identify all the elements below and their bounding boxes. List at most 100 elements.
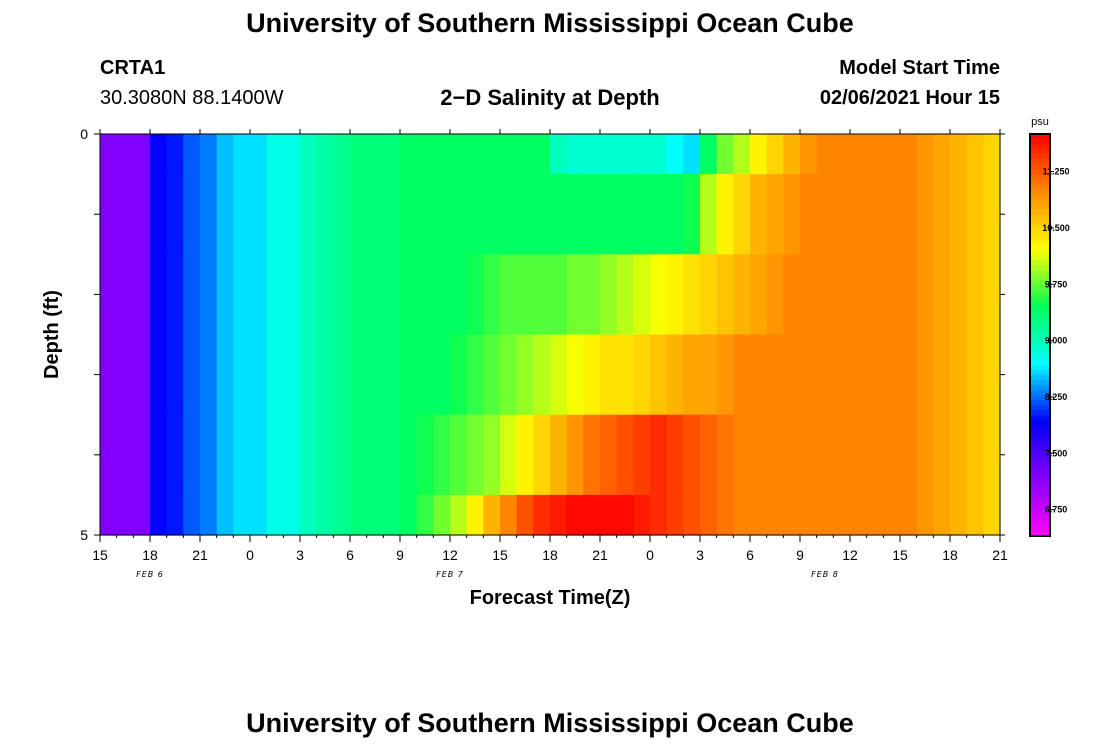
heatmap-cell	[383, 494, 401, 536]
colorbar-segment	[1030, 194, 1050, 200]
heatmap-cell	[183, 174, 201, 255]
x-tick-label: 15	[492, 547, 508, 563]
heatmap-cell	[466, 334, 484, 416]
heatmap-cell	[216, 494, 234, 536]
heatmap-cell	[700, 134, 718, 175]
colorbar-segment	[1030, 425, 1050, 432]
heatmap-cell	[216, 254, 234, 336]
heatmap-cell	[550, 174, 568, 255]
heatmap-cell	[783, 134, 801, 175]
heatmap-cell	[183, 414, 201, 496]
heatmap-cell	[133, 494, 151, 536]
colorbar-segment	[1030, 199, 1050, 205]
heatmap-cell	[100, 134, 118, 175]
colorbar-segment	[1030, 144, 1050, 150]
heatmap-cell	[683, 334, 701, 416]
heatmap-cell	[366, 254, 384, 336]
heatmap-cell	[683, 254, 701, 336]
heatmap-cell	[450, 134, 468, 175]
heatmap-cell	[133, 174, 151, 255]
y-axis-label: Depth (ft)	[41, 290, 63, 379]
heatmap-cell	[516, 494, 534, 536]
heatmap-cell	[466, 494, 484, 536]
heatmap-cell	[450, 414, 468, 496]
heatmap-cell	[666, 334, 684, 416]
x-axis-label: Forecast Time(Z)	[470, 587, 631, 609]
heatmap-cell	[316, 414, 334, 496]
x-tick-label: 0	[246, 547, 254, 563]
heatmap-cell	[533, 494, 551, 536]
colorbar-segment	[1030, 219, 1050, 226]
colorbar-segment	[1030, 239, 1050, 246]
heatmap-cell	[166, 334, 184, 416]
heatmap-cell	[633, 334, 651, 416]
heatmap-cell	[150, 334, 168, 416]
colorbar-segment	[1030, 395, 1050, 401]
heatmap-cell	[866, 494, 884, 536]
heatmap-cell	[833, 494, 851, 536]
heatmap-cell	[966, 134, 984, 175]
heatmap-cell	[550, 254, 568, 336]
heatmap-cell	[583, 334, 601, 416]
heatmap-cell	[666, 254, 684, 336]
heatmap-cell	[400, 494, 418, 536]
heatmap-cell	[833, 134, 851, 175]
heatmap-cell	[400, 334, 418, 416]
heatmap-cell	[983, 494, 1001, 536]
heatmap-cell	[116, 174, 134, 255]
x-tick-label: 0	[646, 547, 654, 563]
heatmap-cell	[566, 414, 584, 496]
heatmap-cell	[166, 174, 184, 255]
colorbar-segment	[1030, 530, 1050, 537]
heatmap-cell	[850, 174, 868, 255]
colorbar-segment	[1030, 490, 1050, 497]
heatmap-cell	[716, 254, 734, 336]
heatmap-cell	[600, 254, 618, 336]
heatmap-cell	[250, 254, 268, 336]
heatmap-cell	[866, 254, 884, 336]
colorbar-segment	[1030, 410, 1050, 417]
heatmap-cell	[850, 134, 868, 175]
heatmap-cell	[333, 414, 351, 496]
heatmap-cell	[666, 414, 684, 496]
heatmap-cell	[466, 174, 484, 255]
heatmap-cell	[150, 174, 168, 255]
heatmap-cell	[333, 494, 351, 536]
heatmap-cell	[400, 134, 418, 175]
heatmap-cell	[266, 414, 284, 496]
heatmap-cell	[166, 414, 184, 496]
heatmap-cell	[483, 134, 501, 175]
heatmap-cell	[766, 494, 784, 536]
heatmap-cell	[116, 494, 134, 536]
x-tick-label: 21	[992, 547, 1008, 563]
heatmap-cell	[133, 134, 151, 175]
x-tick-label: 12	[842, 547, 858, 563]
heatmap-cell	[283, 254, 301, 336]
heatmap-cell	[916, 254, 934, 336]
heatmap-cell	[783, 174, 801, 255]
heatmap-cell	[950, 334, 968, 416]
x-tick-label: 6	[346, 547, 354, 563]
heatmap-cell	[766, 414, 784, 496]
heatmap-cell	[433, 414, 451, 496]
heatmap-cell	[883, 494, 901, 536]
heatmap-cell	[516, 174, 534, 255]
colorbar-segment	[1030, 164, 1050, 170]
heatmap-cell	[216, 174, 234, 255]
heatmap-cell	[500, 254, 518, 336]
colorbar-segment	[1030, 284, 1050, 291]
heatmap-cell	[683, 174, 701, 255]
colorbar-segment	[1030, 340, 1050, 346]
heatmap-cell	[816, 254, 834, 336]
heatmap-cell	[983, 254, 1001, 336]
colorbar-segment	[1030, 304, 1050, 311]
heatmap-cell	[316, 254, 334, 336]
heatmap-cell	[116, 334, 134, 416]
colorbar-segment	[1030, 440, 1050, 447]
heatmap-cell	[533, 334, 551, 416]
heatmap-cell	[500, 494, 518, 536]
colorbar-segment	[1030, 335, 1050, 341]
heatmap-cell	[950, 494, 968, 536]
heatmap-cell	[500, 414, 518, 496]
heatmap-cell	[483, 334, 501, 416]
